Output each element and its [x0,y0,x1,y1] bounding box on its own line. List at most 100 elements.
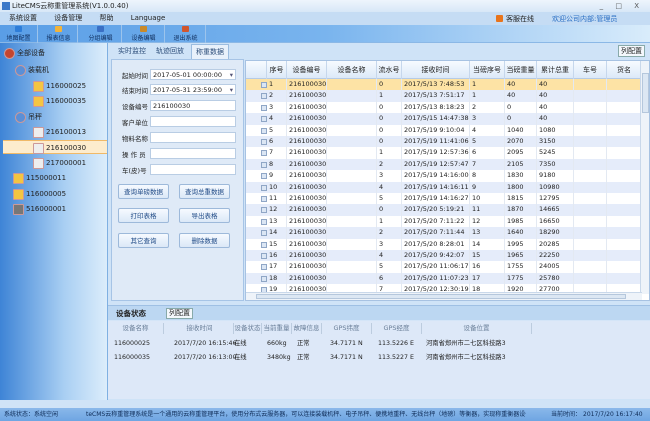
expand-row-icon[interactable] [261,196,267,202]
status-column-header[interactable]: 故障信息 [292,323,322,334]
table-row[interactable]: 11 216100030 5 2017/5/19 14:16:27 10 1815 1279… [246,193,642,205]
vehicle-input[interactable] [150,164,236,175]
table-row[interactable]: 2 216100030 1 2017/5/13 7:51:17 1 40 40 [246,90,642,102]
table-row[interactable]: 4 216100030 0 2017/5/15 14:47:38 3 0 40 [246,113,642,125]
expand-row-icon[interactable] [261,275,267,282]
close-button[interactable]: X [634,2,644,10]
table-row[interactable]: 15 216100030 3 2017/5/20 8:28:01 14 1995 20285 [246,238,642,250]
column-header[interactable]: 货名 [607,61,642,79]
table-row[interactable]: 9 216100030 3 2017/5/19 14:16:00 8 1830 9180 [246,170,642,182]
column-header[interactable]: 累计总重 [537,61,574,79]
menu-language[interactable]: Language [130,14,166,22]
expand-row-icon[interactable] [261,93,267,100]
tree-device[interactable]: 116000025 [33,79,86,93]
exit-button[interactable]: 退出系统 [166,25,206,43]
status-column-header[interactable]: 设备状态 [234,323,262,334]
expand-row-icon[interactable] [261,253,267,259]
column-header[interactable]: 序号 [267,61,287,79]
table-row[interactable]: 18 216100030 6 2017/5/20 11:07:23 17 1775 2578… [246,272,642,285]
table-row[interactable]: 14 216100030 2 2017/5/20 7:11:44 13 1640 18290 [246,227,642,239]
status-column-header[interactable]: 当前重量 [262,323,292,334]
table-row[interactable]: 3 216100030 0 2017/5/13 8:18:23 2 0 40 [246,101,642,114]
table-row[interactable]: 19 216100030 7 2017/5/20 12:30:19 18 1920 2770… [246,284,642,296]
group-edit-button[interactable]: 分组编辑 [80,25,122,43]
table-row[interactable]: 7 216100030 1 2017/5/19 12:57:36 6 2095 5245 [246,147,642,159]
device-status-row[interactable]: 116000035 2017/7/20 16:13:00 在线 3480kg 正常 34.… [108,351,650,364]
tab-track-playback[interactable]: 轨迹回放 [156,47,184,55]
menu-system-settings[interactable]: 系统设置 [9,14,37,22]
map-config-button[interactable]: 地图配置 [0,25,38,43]
expand-row-icon[interactable] [261,127,267,134]
column-header[interactable]: 当磅序号 [470,61,505,79]
dropdown-arrow-icon[interactable]: ▾ [229,71,233,79]
expand-row-icon[interactable] [261,184,267,191]
expand-row-icon[interactable] [261,161,267,168]
table-row[interactable]: 12 216100030 0 2017/5/20 5:19:21 11 1870 14665 [246,204,642,216]
expand-row-icon[interactable] [261,241,267,248]
customer-input[interactable] [150,116,236,127]
end-time-picker[interactable]: 2017-05-31 23:59:00 ▾ [150,84,236,95]
tree-device[interactable]: 217000001 [33,156,86,170]
other-query-button[interactable]: 其它查询 [118,233,169,248]
status-column-header[interactable]: 设备名称 [108,323,164,334]
tree-group-loader[interactable]: 装载机 [15,63,49,77]
print-table-button[interactable]: 打印表格 [118,208,169,223]
operator-input[interactable] [150,148,236,159]
start-time-picker[interactable]: 2017-05-01 00:00:00 ▾ [150,69,236,80]
horizontal-scrollbar[interactable] [246,292,642,300]
table-row[interactable]: 8 216100030 2 2017/5/19 12:57:47 7 2105 7350 [246,158,642,171]
window-controls[interactable]: _ □ X [600,0,644,12]
tab-realtime-monitor[interactable]: 实时监控 [118,47,146,55]
column-header[interactable]: 设备编号 [287,61,327,79]
expand-row-icon[interactable] [261,230,267,237]
table-row[interactable]: 5 216100030 0 2017/5/19 9:10:04 4 1040 1080 [246,124,642,136]
table-row[interactable]: 10 216100030 4 2017/5/19 14:16:11 9 1800 10980 [246,181,642,193]
table-row[interactable]: 16 216100030 4 2017/5/20 9:42:07 15 1965 22250 [246,250,642,262]
vertical-scrollbar[interactable] [640,61,649,294]
expand-row-icon[interactable] [261,218,267,225]
status-column-header[interactable]: GPS纬度 [322,323,372,334]
column-config-button[interactable]: 列配置 [618,45,645,57]
customer-service-online[interactable]: 客服在线 [496,14,534,24]
expand-row-icon[interactable] [261,173,267,180]
table-row[interactable]: 6 216100030 0 2017/5/19 11:41:06 5 2070 3150 [246,136,642,148]
column-header[interactable]: 接收时间 [402,61,470,79]
expand-row-icon[interactable] [261,116,267,123]
scroll-thumb[interactable] [642,73,649,113]
tree-device[interactable]: 116000035 [33,94,86,108]
report-button[interactable]: 报表信息 [40,25,78,43]
tab-weighing-data[interactable]: 称重数据 [191,44,229,59]
table-row[interactable]: 1 216100030 0 2017/5/13 7:48:53 1 40 40 [246,79,642,91]
menu-device-management[interactable]: 设备管理 [54,14,83,22]
minimize-button[interactable]: _ [599,2,609,10]
tree-device-selected[interactable]: 216100030 [3,140,107,154]
tree-root[interactable]: 全部设备 [4,46,45,60]
tree-device[interactable]: 516000001 [13,202,66,216]
column-header[interactable]: 设备名称 [327,61,377,79]
tree-device[interactable]: 115000011 [13,171,66,185]
tree-device[interactable]: 116000005 [13,187,66,201]
menu-help[interactable]: 帮助 [99,14,114,22]
expand-row-icon[interactable] [261,207,267,214]
table-row[interactable]: 13 216100030 1 2017/5/20 7:11:22 12 1985 16650 [246,215,642,228]
device-edit-button[interactable]: 设备编辑 [123,25,165,43]
device-number-input[interactable]: 216100030 [150,100,236,111]
status-column-header[interactable]: GPS经度 [372,323,422,334]
column-header[interactable]: 流水号 [377,61,402,79]
material-input[interactable] [150,132,236,143]
expand-row-icon[interactable] [261,82,267,88]
scroll-thumb[interactable] [256,294,626,299]
expand-row-icon[interactable] [261,264,267,271]
maximize-button[interactable]: □ [615,2,627,10]
expand-row-icon[interactable] [261,139,267,145]
query-single-button[interactable]: 查询单磅数据 [118,184,169,199]
column-header[interactable]: 车号 [574,61,607,79]
status-column-config-button[interactable]: 列配置 [166,308,193,319]
status-column-header[interactable]: 设备位置 [422,323,532,334]
device-status-row[interactable]: 116000025 2017/7/20 16:15:46 在线 660kg 正常 34.7… [108,337,650,350]
query-total-button[interactable]: 查询总重数据 [179,184,230,199]
delete-data-button[interactable]: 删除数据 [179,233,230,248]
table-row[interactable]: 17 216100030 5 2017/5/20 11:06:17 16 1755 2400… [246,261,642,273]
dropdown-arrow-icon[interactable]: ▾ [229,86,233,94]
column-header[interactable]: 当磅重量 [505,61,537,79]
